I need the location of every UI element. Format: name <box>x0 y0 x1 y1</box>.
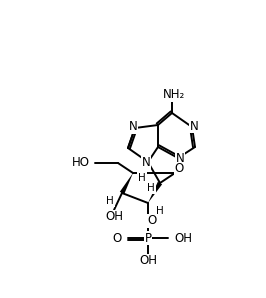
Text: N: N <box>129 120 137 134</box>
Text: O: O <box>147 215 157 227</box>
Text: N: N <box>176 153 184 165</box>
Text: O: O <box>174 162 184 176</box>
Text: H: H <box>106 196 114 206</box>
Text: NH₂: NH₂ <box>163 89 185 102</box>
Polygon shape <box>148 182 162 203</box>
Text: HO: HO <box>72 156 90 170</box>
Text: H: H <box>147 183 155 193</box>
Text: N: N <box>142 156 150 170</box>
Polygon shape <box>120 173 133 194</box>
Text: OH: OH <box>139 254 157 268</box>
Text: O: O <box>113 232 122 244</box>
Text: N: N <box>190 119 198 133</box>
Text: P: P <box>144 232 152 244</box>
Text: H: H <box>156 206 164 216</box>
Text: OH: OH <box>105 210 123 224</box>
Text: H: H <box>138 173 146 183</box>
Text: OH: OH <box>174 232 192 244</box>
